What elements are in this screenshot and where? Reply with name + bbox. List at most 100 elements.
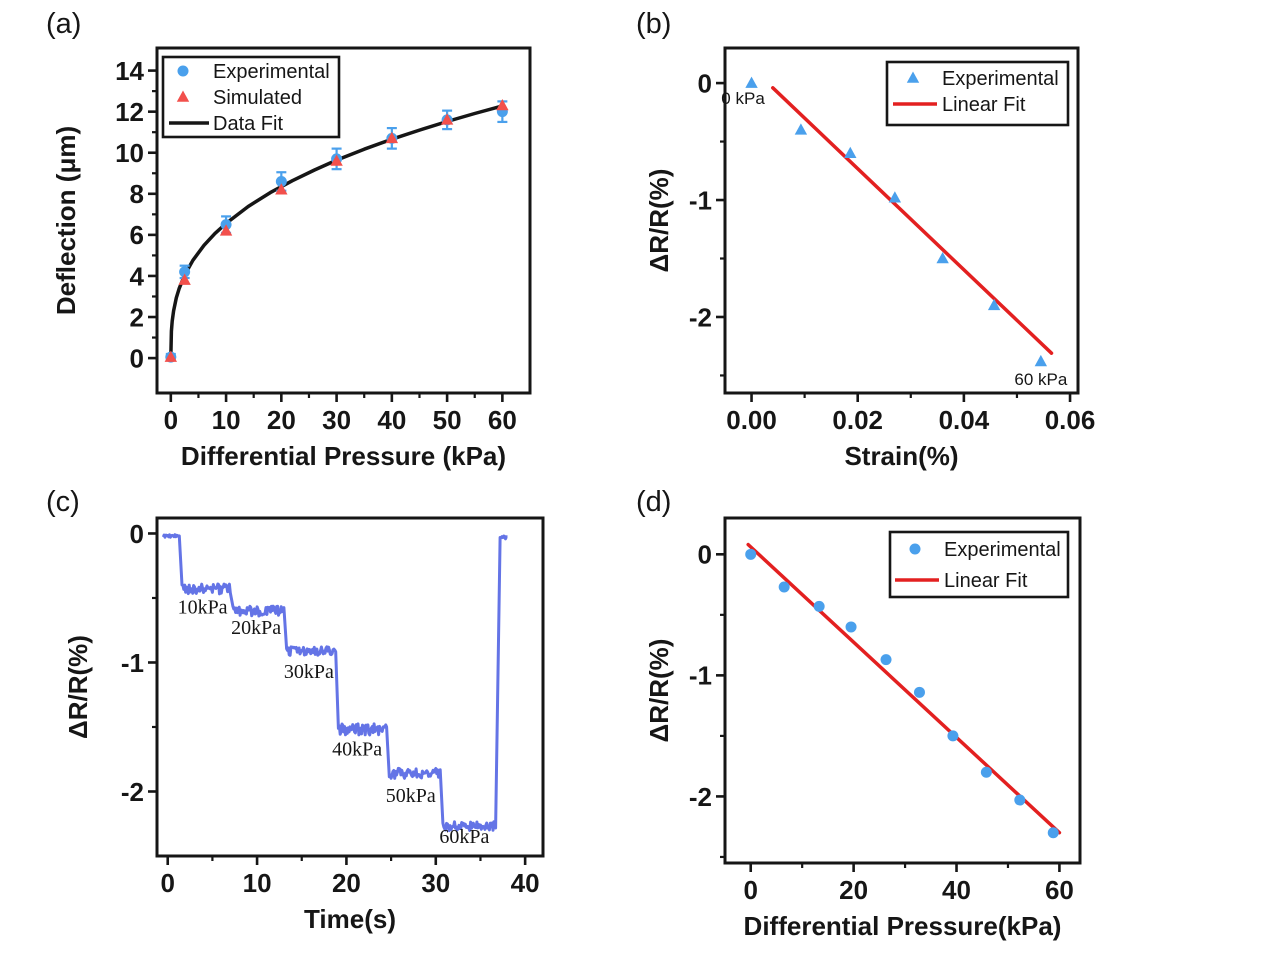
data-point-triangle [440,113,454,125]
x-axis-title: Strain(%) [844,441,958,471]
x-tick-label: 0.04 [939,405,990,435]
series-experimental [745,548,1059,839]
annotation: 60 kPa [1014,370,1067,389]
annotation: 60kPa [439,826,489,848]
y-axis-title: ΔR/R(%) [63,635,93,739]
annotation: 20kPa [231,617,281,639]
x-tick-label: 30 [421,868,450,898]
annotation: 40kPa [332,738,382,760]
y-tick-label: 0 [698,540,712,570]
legend-label: Experimental [213,61,330,83]
x-axis-title: Differential Pressure (kPa) [181,441,506,471]
data-point-triangle [844,146,857,159]
chart-panel-b-resistance-vs-strain: 0.00 0.02 0.04 0.06 0 -1 -2 Experimental Linear … [644,46,1096,471]
y-tick-label: -2 [689,302,712,332]
legend-label: Experimental [942,68,1059,90]
data-point-triangle [275,183,288,195]
y-tick-label: 6 [130,220,144,250]
data-point-triangle [496,99,509,111]
y-axis-title: Deflection (μm) [51,126,81,315]
data-point-triangle [164,350,178,362]
panel-label-a: (a) [46,8,82,40]
x-tick-label: 30 [322,405,351,435]
series-data-fit [169,104,505,360]
data-point-circle [1014,794,1026,806]
y-tick-label: 2 [130,302,144,332]
y-tick-label: 0 [130,519,144,549]
y-tick-label: 12 [115,97,144,127]
x-tick-label: 0.02 [832,405,883,435]
fit-line [169,104,505,360]
legend-box [885,60,1070,127]
legend: Experimental Simulated Data Fit [161,55,341,139]
legend-label: Simulated [213,87,302,109]
y-tick-label: 8 [130,179,144,209]
x-axis-title: Differential Pressure(kPa) [744,911,1062,941]
y-tick-label: 10 [115,138,144,168]
data-point-triangle [745,76,758,88]
plot-frame [155,516,545,858]
y-tick-label: -1 [689,661,712,691]
y-axis-title: ΔR/R(%) [644,639,674,743]
legend-marker-circle [177,65,189,77]
series-simulated [164,99,509,362]
legend-marker-circle [909,543,921,555]
series-experimental [745,76,1048,367]
data-point-triangle [178,273,191,285]
x-tick-label: 0 [160,868,174,898]
data-point-circle [275,175,287,187]
y-tick-label: 0 [698,68,712,98]
legend-label: Data Fit [213,113,283,135]
x-tick-label: 0.06 [1045,405,1096,435]
data-point-triangle [1034,354,1048,367]
data-point-triangle [936,252,949,264]
y-tick-label: 14 [115,56,144,86]
plot-frame [723,516,1082,865]
annotation: 0 kPa [721,89,765,108]
x-tick-label: 20 [839,875,868,905]
x-tick-label: 60 [488,405,517,435]
annotation: 10kPa [178,596,228,618]
y-tick-label: -2 [689,782,712,812]
series-linear-fit [771,86,1054,355]
data-point-circle [913,686,925,698]
axes: 0.00 0.02 0.04 0.06 0 -1 -2 [689,46,1096,435]
chart-panel-d-resistance-vs-pressure: 0 20 40 60 0 -1 -2 Experimental Linear Fit Differ… [644,516,1082,941]
y-tick-label: 0 [130,343,144,373]
x-axis-title: Time(s) [304,904,396,934]
x-tick-label: 0 [164,405,178,435]
data-point-circle [745,548,757,560]
data-point-circle [947,730,959,742]
x-tick-label: 0.00 [726,405,777,435]
legend-label: Linear Fit [944,570,1028,592]
axes: 0 20 40 60 0 -1 -2 [689,516,1082,905]
y-tick-label: -1 [121,648,144,678]
x-tick-label: 0 [743,875,757,905]
x-tick-label: 10 [212,405,241,435]
legend-label: Linear Fit [942,94,1026,116]
annotation: 50kPa [386,785,436,807]
x-tick-label: 20 [267,405,296,435]
signal-trace [161,533,508,833]
x-tick-label: 20 [332,868,361,898]
legend-marker-triangle [906,71,920,83]
panel-label-b: (b) [636,8,672,40]
series-pressure-response [161,533,508,833]
y-axis-title: ΔR/R(%) [644,169,674,273]
data-point-triangle [987,298,1001,311]
x-tick-label: 10 [243,868,272,898]
plot-frame [723,46,1080,395]
series-linear-fit [746,542,1062,835]
data-point-triangle [385,131,399,144]
axes: 0 10 20 30 40 0 -1 -2 [121,516,545,898]
annotation: 30kPa [284,661,334,683]
plot-frame [155,46,532,395]
legend-label: Experimental [944,539,1061,561]
x-tick-label: 40 [377,405,406,435]
data-point-circle [179,266,191,278]
data-point-circle [778,581,790,593]
data-point-triangle [219,224,233,236]
x-tick-label: 60 [1045,875,1074,905]
